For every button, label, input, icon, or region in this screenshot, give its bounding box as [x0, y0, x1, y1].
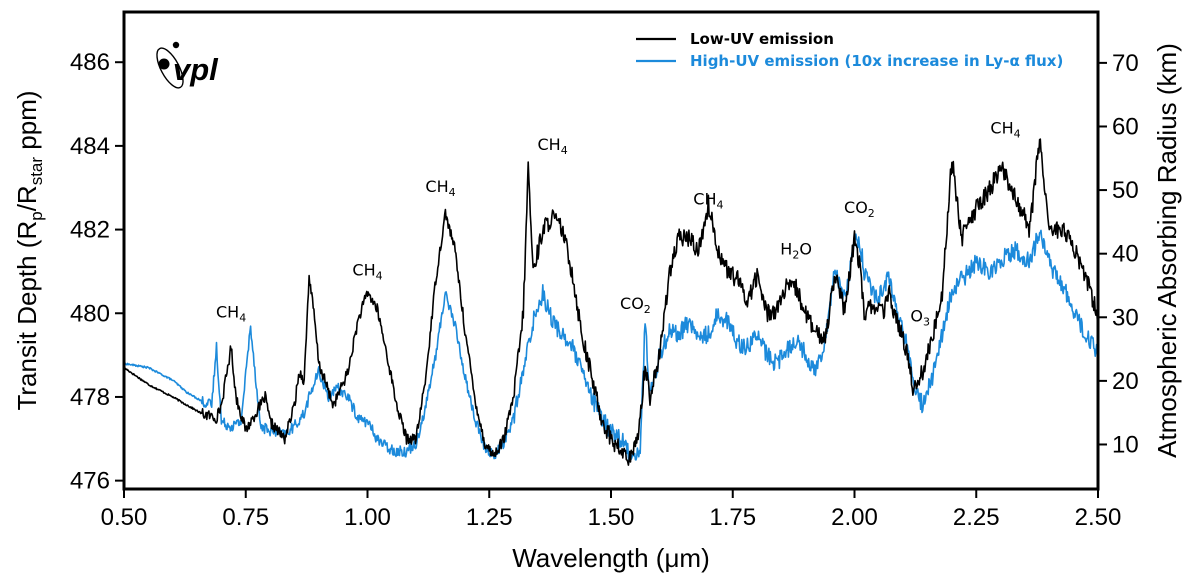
- y2-tick-label: 40: [1112, 241, 1139, 268]
- y-tick-label: 486: [70, 49, 110, 76]
- x-tick-label: 2.25: [953, 504, 1000, 531]
- annotation-label: CH4: [425, 177, 455, 199]
- x-tick-label: 1.50: [588, 504, 635, 531]
- annotation-label: H2O: [780, 240, 812, 262]
- y-axis-label: Transit Depth (Rp/Rstar ppm): [12, 90, 46, 410]
- x-tick-label: 1.00: [344, 504, 391, 531]
- series-layer: [124, 138, 1098, 466]
- vpl-logo: vpl: [156, 41, 219, 89]
- legend-entry: Low-UV emission: [690, 30, 834, 48]
- y-tick-label: 480: [70, 300, 110, 327]
- logo-moon-icon: [172, 41, 180, 49]
- y-tick-label: 482: [70, 217, 110, 244]
- logo-orbit-icon: [156, 47, 184, 89]
- x-tick-label: 1.25: [466, 504, 513, 531]
- legend: Low-UV emission High-UV emission (10x inc…: [636, 30, 1063, 70]
- annotation-label: CH4: [537, 135, 567, 157]
- y2-axis-label: Atmospheric Absorbing Radius (km): [1152, 43, 1182, 458]
- logo-planet-icon: [158, 58, 170, 70]
- y2-tick-label: 60: [1112, 113, 1139, 140]
- y2-tick-label: 70: [1112, 50, 1139, 77]
- annotation-label: CH4: [216, 302, 246, 324]
- logo-text: vpl: [173, 52, 219, 87]
- y-tick-label: 478: [70, 384, 110, 411]
- y2-tick-label: 10: [1112, 431, 1139, 458]
- y2-tick-label: 20: [1112, 368, 1139, 395]
- annotation-label: CO2: [844, 198, 875, 220]
- x-axis-label: Wavelength (μm): [512, 543, 710, 573]
- y2-tick-label: 50: [1112, 177, 1139, 204]
- series-line-low-uv: [124, 138, 1098, 466]
- axis-layer: 0.50 0.75 1.00 1.25 1.50 1.75 2.00 2.25 2.50 476 4…: [12, 10, 1182, 573]
- annotation-label: O3: [910, 307, 930, 329]
- annotation-label: CH4: [693, 190, 723, 212]
- y-tick-label: 476: [70, 468, 110, 495]
- x-tick-label: 0.75: [222, 504, 269, 531]
- x-tick-label: 0.50: [101, 504, 148, 531]
- y-tick-label: 484: [70, 133, 110, 160]
- legend-entry: High-UV emission (10x increase in Ly-α f…: [690, 52, 1063, 70]
- x-tick-label: 2.00: [831, 504, 878, 531]
- y2-tick-label: 30: [1112, 304, 1139, 331]
- annotation-label: CO2: [620, 294, 651, 316]
- annotation-label: CH4: [990, 118, 1020, 140]
- x-tick-label: 2.50: [1075, 504, 1122, 531]
- annotation-layer: CH4 CH4 CH4 CH4 CO2 CH4 H2O CO2 O3 CH4: [216, 118, 1021, 328]
- annotation-label: CH4: [352, 261, 382, 283]
- x-tick-label: 1.75: [709, 504, 756, 531]
